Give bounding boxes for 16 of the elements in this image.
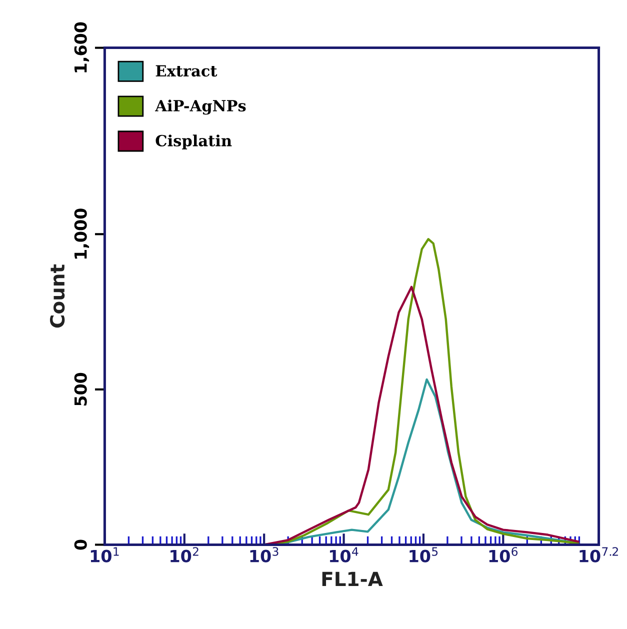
legend-label: Cisplatin [156,134,232,150]
y-tick-label: 1,600 [74,22,90,72]
x-tick-label: 10$^{2}$ [170,547,198,562]
y-tick-label: 500 [74,372,87,406]
x-tick-label: 10$^{1}$ [90,547,119,562]
x-tick-label: 10$^{3}$ [250,547,278,562]
x-tick-label: 10$^{6}$ [489,547,518,562]
legend-label: AiP-AgNPs [155,100,246,115]
x-axis-title: FL1-A [322,572,383,586]
legend-label: Extract [156,65,218,77]
x-tick-label: 10$^{5}$ [410,547,438,562]
y-tick-label: 0 [74,540,87,550]
x-tick-label: 10$^{4}$ [330,547,358,562]
x-tick-label: 10$^{7.2}$ [580,547,618,562]
y-axis-title: Count [50,264,65,328]
y-tick-label: 1,000 [74,208,90,259]
